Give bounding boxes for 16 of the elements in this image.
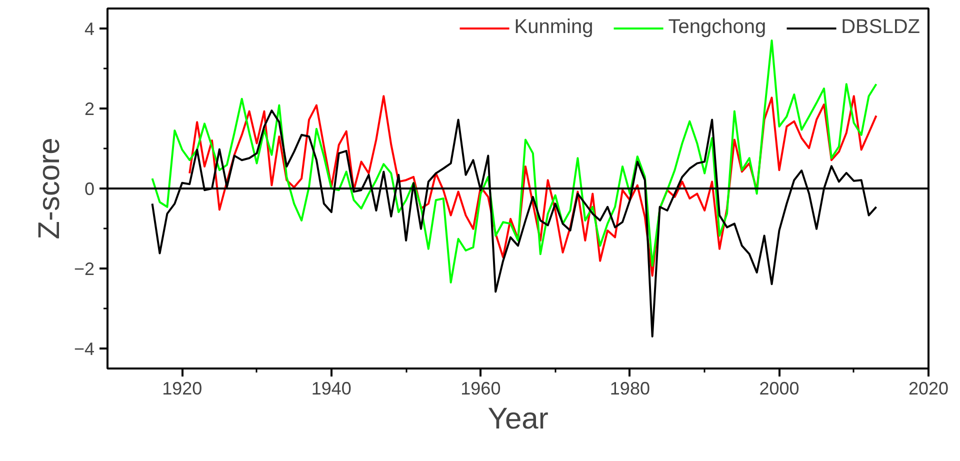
x-tick-label: 1920 xyxy=(162,378,202,398)
legend-label: DBSLDZ xyxy=(841,16,920,39)
x-tick-label: 2020 xyxy=(908,378,949,398)
x-tick-label: 2000 xyxy=(759,378,800,398)
y-tick-label: 2 xyxy=(84,99,95,119)
y-tick-label: −2 xyxy=(74,259,95,279)
x-axis-title: Year xyxy=(488,402,548,436)
y-tick-label: 0 xyxy=(84,179,95,199)
legend-label: Tengchong xyxy=(668,16,766,39)
y-tick-label: −4 xyxy=(74,339,95,359)
x-tick-label: 1980 xyxy=(610,378,650,398)
x-tick-label: 1940 xyxy=(311,378,352,398)
y-tick-label: 4 xyxy=(84,19,95,39)
y-axis-title: Z-score xyxy=(32,138,66,240)
x-tick-label: 1960 xyxy=(460,378,501,398)
legend-label: Kunming xyxy=(514,16,594,39)
